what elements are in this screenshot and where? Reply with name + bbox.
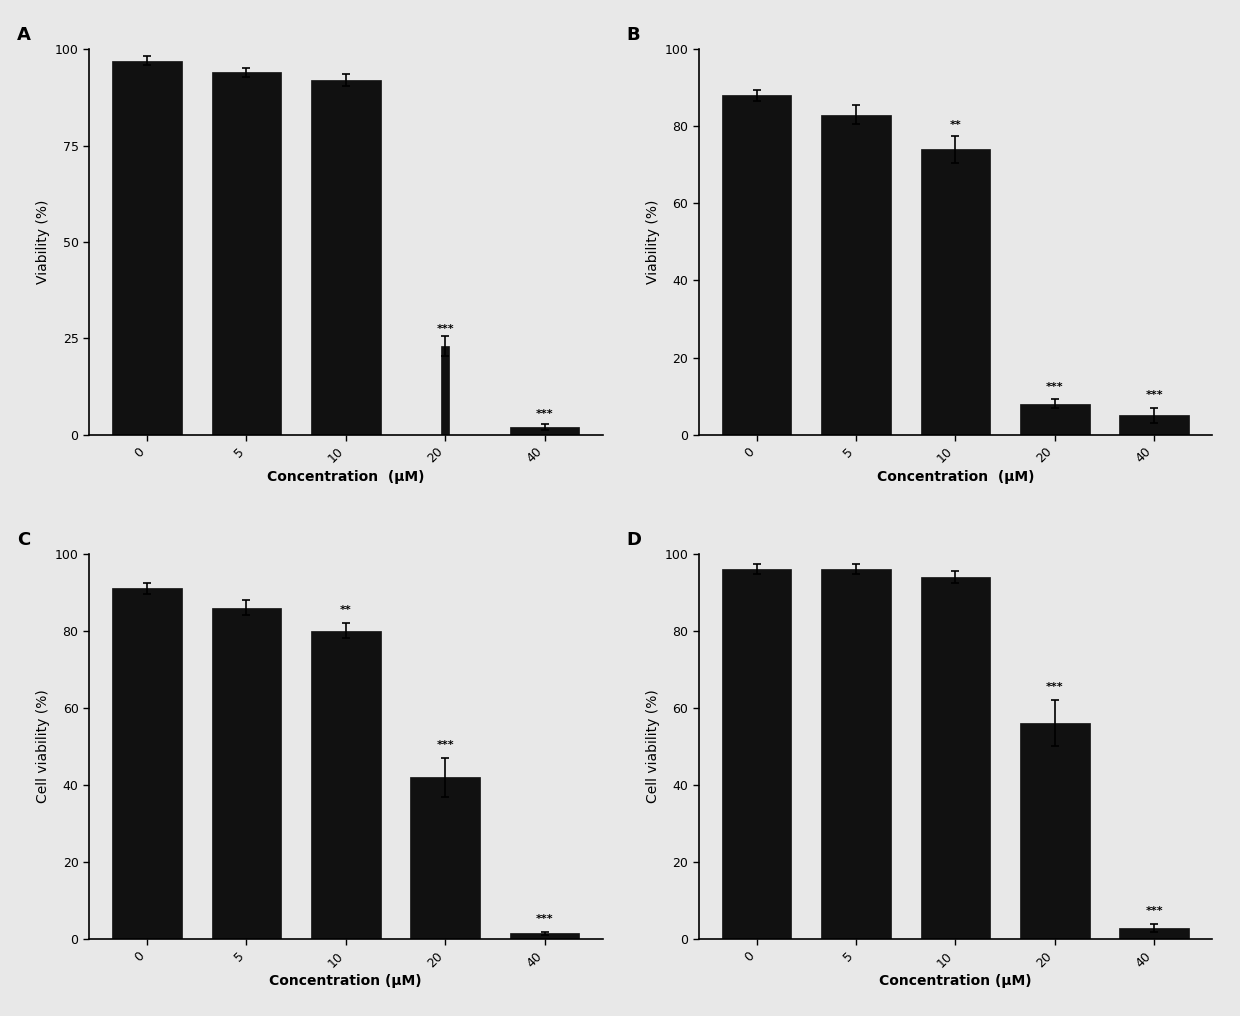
Text: **: ** [340,606,352,616]
Y-axis label: Viability (%): Viability (%) [646,200,660,284]
Text: ***: *** [1045,382,1064,392]
X-axis label: Concentration  (μM): Concentration (μM) [877,469,1034,484]
Bar [311,631,381,939]
Text: A: A [17,26,31,44]
Text: C: C [17,530,30,549]
Y-axis label: Cell viability (%): Cell viability (%) [36,690,51,804]
Text: D: D [626,530,641,549]
Bar [510,427,579,435]
Bar [212,608,281,939]
X-axis label: Concentration (μM): Concentration (μM) [269,974,422,989]
Text: ***: *** [1146,390,1163,400]
Bar [722,569,791,939]
X-axis label: Concentration  (μM): Concentration (μM) [267,469,424,484]
Y-axis label: Cell viability (%): Cell viability (%) [646,690,660,804]
Text: ***: *** [536,913,553,924]
Bar [1120,416,1189,435]
Text: ***: *** [1146,906,1163,916]
Bar [113,61,182,435]
Y-axis label: Viability (%): Viability (%) [36,200,51,284]
Bar [212,72,281,435]
Text: ***: *** [1045,683,1064,693]
Bar [821,115,890,435]
Bar [1120,928,1189,939]
Bar [1021,723,1090,939]
Text: **: ** [950,120,961,130]
Text: B: B [626,26,640,44]
Bar [113,588,182,939]
Bar [920,149,991,435]
Text: ***: *** [436,324,454,334]
Bar [311,80,381,435]
X-axis label: Concentration (μM): Concentration (μM) [879,974,1032,989]
Bar [441,346,449,435]
Bar [722,96,791,435]
Bar [510,934,579,939]
Bar [821,569,890,939]
Bar [410,777,480,939]
Bar [920,577,991,939]
Text: ***: *** [536,409,553,420]
Bar [1021,403,1090,435]
Text: ***: *** [436,741,454,750]
